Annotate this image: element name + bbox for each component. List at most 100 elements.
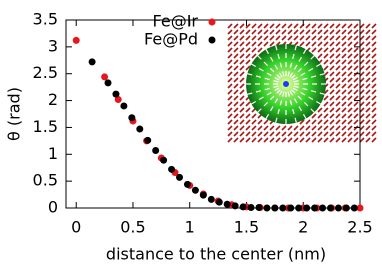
inset-arrow [365, 137, 371, 143]
inset-arrow [323, 95, 329, 101]
inset-arrow [323, 65, 329, 71]
inset-arrow [305, 119, 311, 125]
inset-arrow [303, 101, 309, 107]
inset-arrow [305, 137, 311, 143]
inset-arrow [329, 29, 335, 35]
inset-arrow [251, 23, 257, 29]
inset-arrow [251, 119, 257, 125]
inset-arrow [298, 106, 303, 112]
inset-arrow [233, 131, 239, 137]
data-point [271, 204, 279, 212]
inset-arrow [227, 23, 233, 29]
inset-arrow [293, 64, 298, 70]
inset-arrow [293, 125, 299, 131]
inset-arrow [371, 131, 377, 137]
data-point [255, 203, 263, 211]
inset-arrow [329, 77, 335, 83]
inset-arrow [278, 90, 283, 96]
x-tick-label: 0.5 [120, 218, 145, 237]
x-tick-label: 1 [185, 218, 195, 237]
inset-arrow [353, 125, 359, 131]
inset-arrow [263, 35, 269, 41]
inset-arrow [293, 80, 299, 83]
inset-arrow [335, 119, 341, 125]
inset-arrow [257, 125, 263, 131]
inset-arrow [317, 125, 323, 131]
inset-arrow [233, 41, 239, 47]
inset-arrow [347, 113, 353, 119]
inset-arrow [233, 113, 239, 119]
inset-arrow [245, 65, 251, 71]
inset-arrow [299, 41, 305, 47]
skyrmion-center [283, 81, 289, 87]
data-point [356, 204, 364, 212]
inset-arrow [239, 71, 245, 77]
inset-arrow [353, 131, 359, 137]
inset-arrow [239, 89, 245, 95]
inset-arrow [365, 23, 371, 29]
inset-arrow [233, 59, 239, 65]
inset-arrow [263, 41, 269, 47]
data-point [114, 95, 122, 103]
inset-arrow [258, 67, 264, 72]
inset-arrow [359, 41, 365, 47]
inset-arrow [239, 113, 245, 119]
inset-arrow [371, 137, 377, 143]
inset-arrow [365, 65, 371, 71]
inset-arrow [371, 71, 377, 77]
inset-arrow [311, 47, 317, 53]
inset-arrow [275, 23, 281, 29]
inset-arrow [341, 35, 347, 41]
inset-arrow [341, 107, 347, 113]
inset-arrow [347, 125, 353, 131]
data-point [350, 204, 358, 212]
inset-arrow [341, 113, 347, 119]
inset-arrow [371, 83, 377, 89]
inset-arrow [359, 77, 365, 83]
inset-arrow [311, 113, 317, 119]
inset-arrow [335, 89, 341, 95]
inset-arrow [347, 23, 353, 29]
inset-arrow [329, 119, 335, 125]
inset-arrow [227, 107, 233, 113]
inset-arrow [359, 83, 365, 89]
inset-arrow [239, 77, 245, 83]
inset-arrow [293, 85, 299, 88]
inset-arrow [317, 131, 323, 137]
inset-arrow [347, 107, 353, 113]
inset-arrow [359, 53, 365, 59]
data-point [144, 136, 152, 144]
inset-arrow [305, 29, 311, 35]
inset-arrow [239, 83, 245, 89]
inset-arrow [323, 131, 329, 137]
inset-arrow [359, 65, 365, 71]
inset-arrow [341, 65, 347, 71]
inset-arrow [317, 41, 323, 47]
data-point [279, 204, 287, 212]
inset-arrow [245, 107, 251, 113]
inset-arrow [353, 41, 359, 47]
y-tick-label: 2 [48, 90, 58, 109]
inset-arrow [239, 29, 245, 35]
inset-arrow [347, 95, 353, 101]
inset-arrow [341, 125, 347, 131]
inset-arrow [347, 41, 353, 47]
inset-arrow [359, 137, 365, 143]
inset-arrow [353, 65, 359, 71]
inset-arrow [347, 101, 353, 107]
inset-arrow [365, 107, 371, 113]
inset-arrow [335, 107, 341, 113]
inset-arrow [353, 101, 359, 107]
inset-arrow [293, 23, 299, 29]
inset-arrow [233, 71, 239, 77]
inset-arrow [371, 113, 377, 119]
inset-arrow [227, 35, 233, 41]
inset-arrow [251, 53, 257, 59]
inset-arrow [269, 35, 275, 41]
inset-arrow [257, 131, 263, 137]
inset-arrow [274, 76, 280, 81]
data-point [199, 191, 207, 199]
inset-arrow [299, 125, 305, 131]
inset-arrow [329, 41, 335, 47]
inset-arrow [257, 137, 263, 143]
